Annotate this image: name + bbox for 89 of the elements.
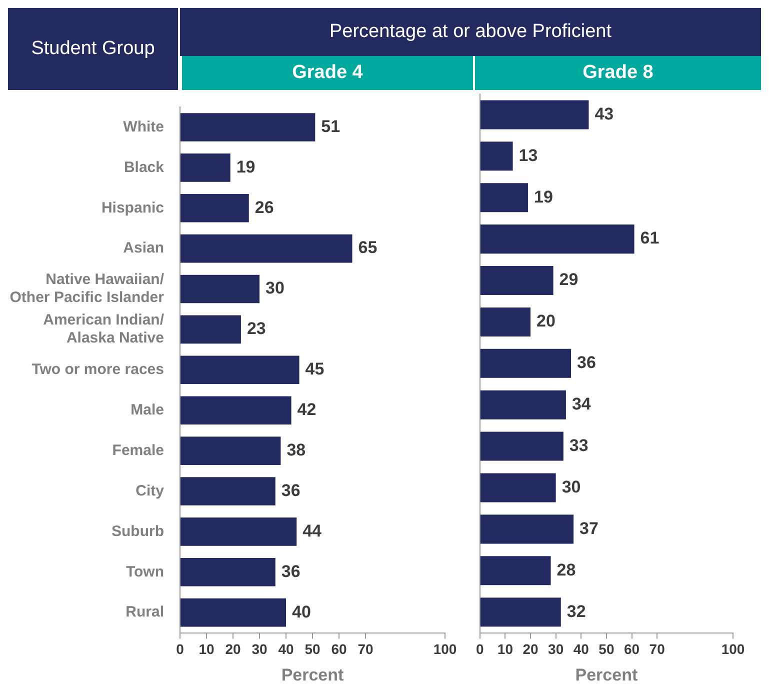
data-label: 32 [566, 602, 586, 621]
bar [180, 518, 297, 546]
data-label: 34 [572, 394, 592, 414]
data-label: 42 [297, 400, 316, 420]
text: Student Group [31, 38, 155, 60]
data-label: 33 [569, 436, 588, 455]
x-tick-label: 100 [433, 641, 457, 658]
bar [480, 556, 551, 586]
data-label: 43 [594, 104, 614, 124]
x-tick-label: 60 [624, 641, 640, 658]
data-label: 30 [562, 477, 581, 496]
y-tick-label: Rural [126, 604, 164, 621]
data-label: 37 [580, 518, 598, 538]
bar [480, 183, 528, 212]
bar [480, 266, 554, 296]
bar [480, 142, 513, 171]
x-axis-title: Percent [281, 665, 344, 684]
data-label: 20 [536, 312, 556, 331]
y-tick-label: Suburb [112, 522, 164, 540]
bar [480, 390, 566, 420]
x-tick-label: 50 [304, 641, 320, 658]
bar [480, 432, 564, 461]
y-tick-label: White [123, 118, 164, 136]
bar [180, 234, 352, 263]
data-label: 44 [302, 521, 322, 540]
data-label: 19 [236, 157, 256, 176]
bar [180, 315, 241, 344]
bar [480, 224, 634, 254]
data-label: 28 [556, 560, 576, 580]
data-label: 36 [281, 480, 300, 500]
y-tick-label: American Indian/Alaska Native [43, 312, 165, 347]
x-tick-label: 0 [176, 641, 184, 658]
y-tick-label: Black [124, 158, 165, 176]
y-tick-label: Female [112, 442, 164, 459]
x-tick-label: 50 [598, 641, 614, 658]
bar [180, 356, 300, 384]
x-axis-title: Percent [575, 665, 638, 684]
data-label: 65 [358, 238, 378, 258]
x-tick-label: 10 [198, 641, 214, 658]
y-tick-label: Town [126, 563, 164, 580]
data-label: 19 [534, 187, 553, 206]
y-tick-label: Male [130, 401, 164, 418]
bar [180, 558, 276, 586]
bar [480, 598, 561, 627]
bar [480, 473, 556, 502]
data-label: 23 [246, 319, 266, 338]
x-tick-label: 70 [358, 641, 374, 658]
x-tick-label: 40 [278, 641, 294, 658]
data-label: 51 [321, 116, 340, 136]
bar [180, 477, 276, 506]
data-label: 38 [286, 440, 306, 460]
bar [180, 598, 286, 627]
x-tick-label: 0 [476, 641, 484, 658]
y-tick-label: Native Hawaiian/Other Pacific Islander [10, 271, 165, 306]
bar [480, 307, 531, 336]
y-tick-label: Two or more races [32, 361, 164, 378]
bar [180, 154, 230, 182]
x-tick-label: 30 [252, 641, 268, 658]
y-tick-label: Hispanic [101, 199, 164, 216]
x-tick-label: 40 [573, 641, 590, 658]
bar [180, 194, 249, 222]
data-label: 45 [305, 360, 324, 379]
bar [180, 274, 260, 304]
bar [180, 436, 281, 465]
x-tick-label: 60 [331, 641, 347, 658]
x-tick-label: 100 [721, 641, 745, 658]
y-tick-label: City [136, 482, 165, 500]
bar [180, 396, 292, 425]
data-label: 29 [559, 270, 578, 290]
data-label: 61 [640, 228, 660, 248]
x-tick-label: 20 [225, 641, 241, 658]
bar [480, 348, 572, 378]
data-label: 36 [577, 353, 596, 372]
data-label: 13 [518, 146, 538, 165]
bar [480, 100, 589, 130]
x-tick-label: 70 [649, 641, 666, 658]
data-label: 30 [266, 278, 284, 298]
chart-title: Grade 8 [473, 56, 761, 90]
y-tick-label: Asian [123, 240, 164, 257]
data-label: 40 [292, 602, 311, 622]
x-tick-label: 30 [548, 641, 564, 658]
bar [180, 113, 316, 142]
bar [480, 514, 574, 544]
x-tick-label: 10 [497, 641, 514, 658]
text: Percentage at or above Proficient [180, 8, 761, 56]
data-label: 36 [281, 562, 300, 581]
x-tick-label: 20 [522, 641, 539, 658]
chart-title: Grade 4 [180, 56, 473, 90]
data-label: 26 [254, 198, 274, 217]
